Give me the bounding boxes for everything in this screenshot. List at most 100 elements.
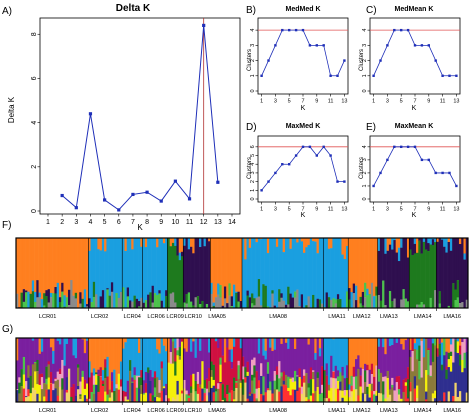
ancestry-segment xyxy=(321,303,324,309)
ancestry-segment xyxy=(192,338,195,342)
individual-bar-f xyxy=(345,238,349,309)
ancestry-segment xyxy=(284,238,288,305)
ancestry-segment xyxy=(77,364,80,368)
ancestry-segment xyxy=(194,238,198,298)
individual-bar-f xyxy=(359,238,363,309)
population-label-lma11: LMA11 xyxy=(328,314,345,320)
panel-f: F) LCR01 LCR02 LCR04 LCR06 LCR09 LCR10 LMA05 LM… xyxy=(2,220,469,320)
ancestry-segment xyxy=(440,342,444,365)
ancestry-segment xyxy=(445,338,448,352)
individual-bar-g xyxy=(416,338,419,403)
individual-bar-g xyxy=(34,338,37,403)
population-label-lma12: LMA12 xyxy=(353,408,371,414)
ancestry-segment xyxy=(221,238,225,307)
ancestry-segment xyxy=(434,290,437,309)
ancestry-segment xyxy=(61,282,64,292)
ancestry-segment xyxy=(323,369,326,371)
ancestry-segment xyxy=(171,341,175,364)
ancestry-segment xyxy=(447,359,451,368)
ancestry-segment xyxy=(273,338,277,350)
ancestry-segment xyxy=(97,369,100,375)
ancestry-segment xyxy=(38,373,42,386)
ancestry-segment xyxy=(65,338,69,345)
ancestry-segment xyxy=(343,338,347,379)
ancestry-segment xyxy=(343,390,347,396)
ancestry-segment xyxy=(79,292,82,304)
individual-bar-f xyxy=(393,238,396,309)
y-tick-label-e: 0 xyxy=(362,197,368,200)
ancestry-segment xyxy=(312,370,315,373)
ancestry-segment xyxy=(282,380,286,385)
ancestry-segment xyxy=(447,305,451,309)
ancestry-segment xyxy=(99,376,103,378)
individual-bar-g xyxy=(366,338,369,403)
x-tick-label-a: 4 xyxy=(89,219,93,226)
ancestry-segment xyxy=(217,338,220,349)
individual-bar-g xyxy=(124,338,128,403)
ancestry-segment xyxy=(253,393,256,403)
ancestry-segment xyxy=(443,392,446,403)
ancestry-segment xyxy=(361,305,365,309)
individual-bar-g xyxy=(67,338,71,403)
data-point-e xyxy=(386,158,389,162)
ancestry-segment xyxy=(239,301,243,309)
ancestry-segment xyxy=(438,303,442,309)
ancestry-segment xyxy=(54,388,57,403)
individual-bar-g xyxy=(425,338,428,403)
ancestry-segment xyxy=(409,249,412,309)
ancestry-segment xyxy=(291,297,295,309)
ancestry-segment xyxy=(174,399,177,403)
ancestry-segment xyxy=(339,338,342,373)
individual-bar-g xyxy=(110,338,114,403)
data-point-d xyxy=(308,145,312,149)
ancestry-segment xyxy=(307,344,311,384)
ancestry-segment xyxy=(237,365,241,380)
ancestry-segment xyxy=(440,239,444,308)
ancestry-segment xyxy=(327,248,331,298)
ancestry-segment xyxy=(436,241,439,309)
individual-bar-f xyxy=(266,238,270,309)
data-point-b xyxy=(294,28,298,32)
ancestry-segment xyxy=(303,369,306,376)
ancestry-segment xyxy=(124,391,128,397)
individual-bar-g xyxy=(65,338,69,403)
individual-bar-f xyxy=(63,238,67,309)
ancestry-segment xyxy=(138,238,141,302)
ancestry-segment xyxy=(142,394,146,402)
ancestry-segment xyxy=(217,383,220,390)
ancestry-segment xyxy=(431,393,435,399)
ancestry-segment xyxy=(384,253,387,306)
individual-bar-g xyxy=(119,338,123,403)
population-label-lma08: LMA08 xyxy=(269,408,287,414)
individual-bar-f xyxy=(72,238,76,309)
ancestry-segment xyxy=(214,341,218,389)
ancestry-segment xyxy=(122,338,125,349)
ancestry-segment xyxy=(230,361,234,369)
individual-bar-f xyxy=(180,238,184,309)
ancestry-segment xyxy=(239,387,243,403)
individual-bar-g xyxy=(196,338,200,403)
individual-bar-f xyxy=(205,238,209,309)
ancestry-segment xyxy=(115,384,118,389)
individual-bar-f xyxy=(366,238,369,309)
ancestry-segment xyxy=(144,300,148,309)
panel-label-b: B) xyxy=(246,5,256,16)
ancestry-segment xyxy=(357,238,360,308)
individual-bar-g xyxy=(352,338,356,403)
ancestry-segment xyxy=(54,378,57,382)
individual-bar-f xyxy=(447,238,451,309)
ancestry-segment xyxy=(377,369,381,382)
ancestry-segment xyxy=(122,348,125,392)
ancestry-segment xyxy=(289,377,293,379)
ancestry-segment xyxy=(83,388,87,396)
ancestry-segment xyxy=(449,238,453,251)
ancestry-segment xyxy=(92,368,96,376)
ancestry-segment xyxy=(86,304,89,307)
individual-bar-g xyxy=(309,338,313,403)
ancestry-segment xyxy=(101,385,105,403)
ancestry-segment xyxy=(321,238,324,304)
population-label-lcr10: LCR10 xyxy=(184,314,201,320)
ancestry-segment xyxy=(22,338,26,358)
individual-bar-g xyxy=(327,338,331,403)
